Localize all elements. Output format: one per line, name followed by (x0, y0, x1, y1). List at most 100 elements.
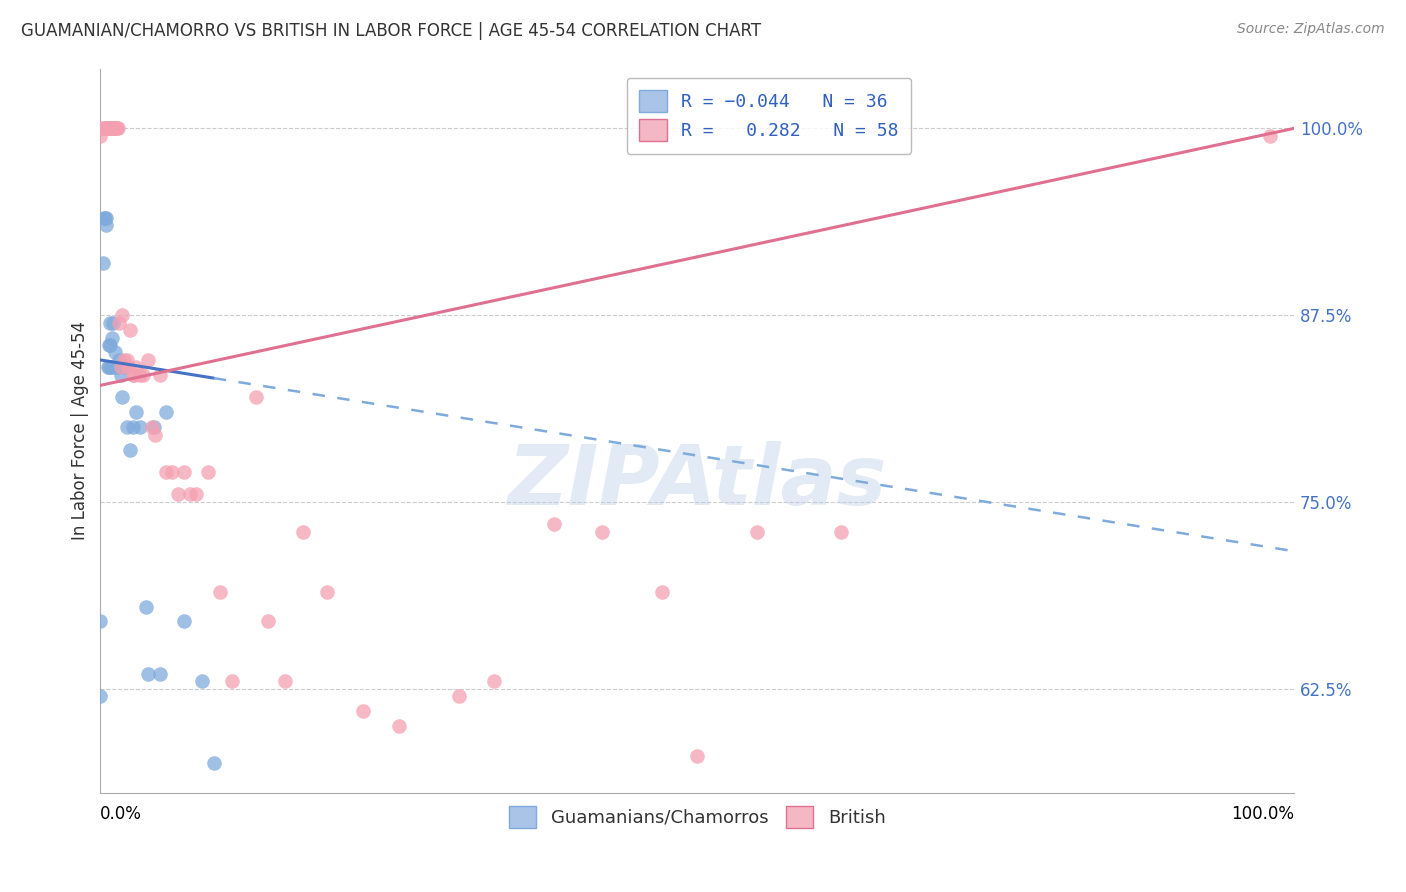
Point (101, 121, 124, 136)
Point (316, 584, 339, 599)
Point (117, 360, 139, 375)
Point (112, 353, 135, 368)
Point (136, 666, 159, 681)
Point (1260, 128, 1282, 143)
Text: Source: ZipAtlas.com: Source: ZipAtlas.com (1237, 22, 1385, 37)
Point (115, 353, 138, 368)
Point (128, 368, 150, 382)
Point (111, 308, 134, 322)
Point (98, 338, 121, 352)
Text: GUAMANIAN/CHAMORRO VS BRITISH IN LABOR FORCE | AGE 45-54 CORRELATION CHART: GUAMANIAN/CHAMORRO VS BRITISH IN LABOR F… (21, 22, 761, 40)
Point (111, 390, 134, 404)
Point (108, 316, 131, 330)
Point (184, 487, 207, 501)
Point (93, 121, 115, 136)
Point (107, 121, 129, 136)
Point (103, 316, 125, 330)
Point (143, 420, 166, 434)
Point (104, 121, 127, 136)
Point (125, 360, 148, 375)
Point (173, 615, 195, 629)
Point (96, 360, 118, 375)
Point (135, 599, 157, 614)
Point (104, 121, 127, 136)
Point (98, 316, 121, 330)
Legend: Guamanians/Chamorros, British: Guamanians/Chamorros, British (502, 798, 893, 835)
Point (447, 690, 470, 704)
Point (104, 345, 127, 359)
Y-axis label: In Labor Force | Age 45-54: In Labor Force | Age 45-54 (72, 321, 89, 541)
Point (221, 674, 243, 689)
Point (173, 465, 195, 479)
Point (484, 674, 506, 689)
Point (191, 674, 214, 689)
Point (103, 121, 125, 136)
Point (202, 756, 225, 771)
Point (274, 674, 297, 689)
Point (149, 666, 172, 681)
Point (245, 390, 267, 404)
Point (167, 487, 190, 501)
Point (93, 211, 115, 225)
Point (160, 465, 183, 479)
Point (89, 690, 111, 704)
Point (143, 427, 166, 442)
Point (388, 719, 411, 733)
Point (89, 615, 111, 629)
Point (98, 121, 121, 136)
Point (97, 360, 120, 375)
Point (155, 405, 177, 419)
Point (89, 121, 111, 136)
Point (100, 360, 122, 375)
Point (97, 121, 120, 136)
Point (179, 487, 201, 501)
Point (110, 360, 132, 375)
Point (96, 121, 118, 136)
Point (352, 704, 374, 718)
Point (89, 128, 111, 143)
Text: ZIPAtlas: ZIPAtlas (508, 442, 887, 522)
Point (101, 360, 124, 375)
Point (122, 368, 145, 382)
Point (136, 353, 159, 368)
Point (91, 256, 114, 270)
Point (100, 121, 122, 136)
Point (125, 405, 148, 419)
Point (745, 524, 768, 539)
Text: 100.0%: 100.0% (1232, 805, 1295, 823)
Point (104, 360, 127, 375)
Point (830, 524, 852, 539)
Point (292, 524, 315, 539)
Point (107, 360, 129, 375)
Point (94, 211, 117, 225)
Point (105, 121, 128, 136)
Point (208, 584, 231, 599)
Point (96, 211, 118, 225)
Point (96, 121, 118, 136)
Point (591, 524, 613, 539)
Point (115, 420, 138, 434)
Point (112, 360, 135, 375)
Point (256, 615, 278, 629)
Point (120, 442, 142, 457)
Point (132, 368, 155, 382)
Point (108, 353, 131, 368)
Point (110, 368, 132, 382)
Point (97, 121, 120, 136)
Point (94, 121, 117, 136)
Point (149, 368, 172, 382)
Point (650, 584, 672, 599)
Point (101, 121, 124, 136)
Point (121, 368, 143, 382)
Point (96, 219, 118, 233)
Point (155, 465, 177, 479)
Point (197, 465, 219, 479)
Point (121, 420, 143, 434)
Point (141, 420, 163, 434)
Point (543, 517, 565, 532)
Point (101, 330, 124, 344)
Point (128, 420, 150, 434)
Point (97, 338, 120, 352)
Text: 0.0%: 0.0% (100, 805, 142, 823)
Point (120, 323, 142, 337)
